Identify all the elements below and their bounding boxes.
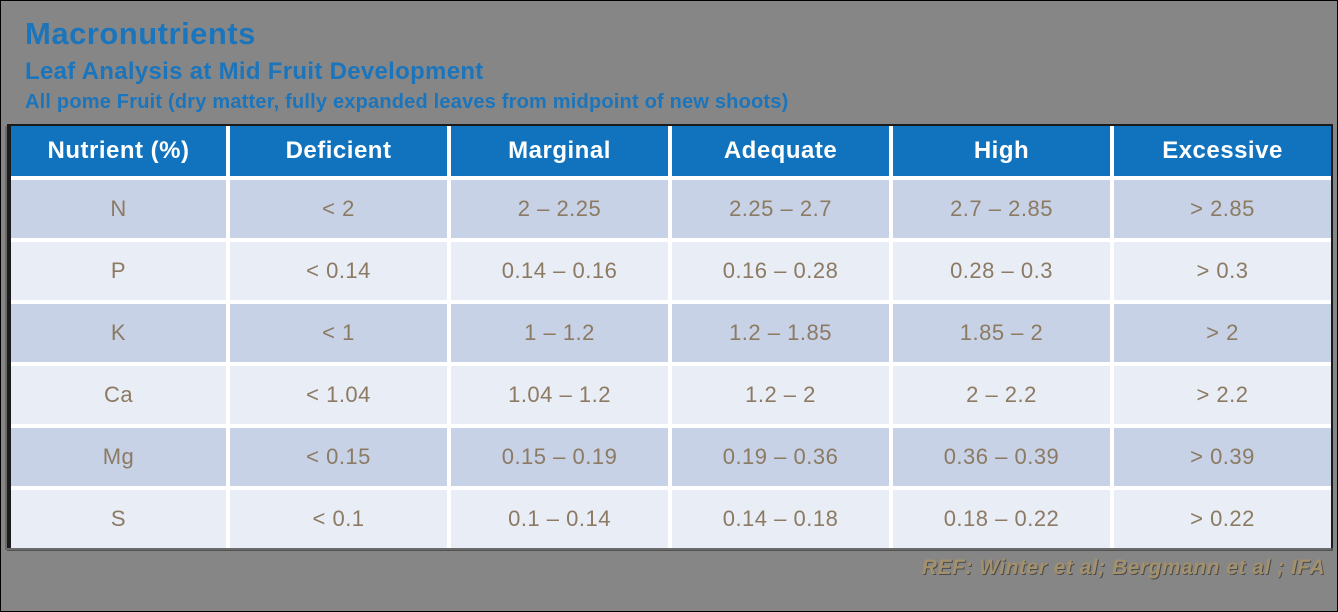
cell-adequate: 2.25 – 2.7 — [672, 180, 889, 239]
cell-deficient: < 0.14 — [230, 242, 448, 301]
cell-deficient: < 0.1 — [230, 490, 448, 549]
cell-marginal: 1 – 1.2 — [451, 304, 669, 363]
cell-marginal: 0.14 – 0.16 — [451, 242, 669, 301]
column-header-adequate: Adequate — [672, 126, 889, 177]
reference-text: REF: Winter et al; Bergmann et al ; IFA — [921, 556, 1325, 580]
cell-excessive: > 0.22 — [1114, 490, 1331, 549]
cell-high: 0.36 – 0.39 — [893, 428, 1110, 487]
cell-excessive: > 0.3 — [1114, 242, 1331, 301]
cell-high: 2.7 – 2.85 — [893, 180, 1110, 239]
page-note: All pome Fruit (dry matter, fully expand… — [25, 91, 789, 114]
cell-nutrient: S — [11, 490, 227, 549]
cell-excessive: > 2 — [1114, 304, 1331, 363]
column-header-nutrient: Nutrient (%) — [11, 126, 227, 177]
cell-adequate: 0.19 – 0.36 — [672, 428, 889, 487]
cell-adequate: 1.2 – 1.85 — [672, 304, 889, 363]
column-header-high: High — [893, 126, 1110, 177]
cell-high: 2 – 2.2 — [893, 366, 1110, 425]
page-subtitle: Leaf Analysis at Mid Fruit Development — [25, 58, 484, 86]
column-header-marginal: Marginal — [451, 126, 669, 177]
column-header-excessive: Excessive — [1114, 126, 1331, 177]
cell-deficient: < 1.04 — [230, 366, 448, 425]
cell-excessive: > 0.39 — [1114, 428, 1331, 487]
cell-deficient: < 2 — [230, 180, 448, 239]
cell-high: 0.18 – 0.22 — [893, 490, 1110, 549]
cell-excessive: > 2.85 — [1114, 180, 1331, 239]
cell-nutrient: K — [11, 304, 227, 363]
nutrient-table: Nutrient (%) Deficient Marginal Adequate… — [11, 126, 1331, 549]
cell-adequate: 0.14 – 0.18 — [672, 490, 889, 549]
cell-excessive: > 2.2 — [1114, 366, 1331, 425]
page-title: Macronutrients — [25, 16, 256, 51]
cell-nutrient: Ca — [11, 366, 227, 425]
cell-nutrient: Mg — [11, 428, 227, 487]
cell-nutrient: P — [11, 242, 227, 301]
cell-marginal: 2 – 2.25 — [451, 180, 669, 239]
cell-marginal: 1.04 – 1.2 — [451, 366, 669, 425]
cell-high: 1.85 – 2 — [893, 304, 1110, 363]
cell-marginal: 0.15 – 0.19 — [451, 428, 669, 487]
cell-adequate: 1.2 – 2 — [672, 366, 889, 425]
nutrient-table-frame: Nutrient (%) Deficient Marginal Adequate… — [7, 124, 1333, 549]
cell-adequate: 0.16 – 0.28 — [672, 242, 889, 301]
cell-high: 0.28 – 0.3 — [893, 242, 1110, 301]
cell-nutrient: N — [11, 180, 227, 239]
cell-deficient: < 0.15 — [230, 428, 448, 487]
slide-header: Macronutrients Leaf Analysis at Mid Frui… — [1, 1, 1337, 114]
column-header-deficient: Deficient — [230, 126, 448, 177]
cell-deficient: < 1 — [230, 304, 448, 363]
cell-marginal: 0.1 – 0.14 — [451, 490, 669, 549]
